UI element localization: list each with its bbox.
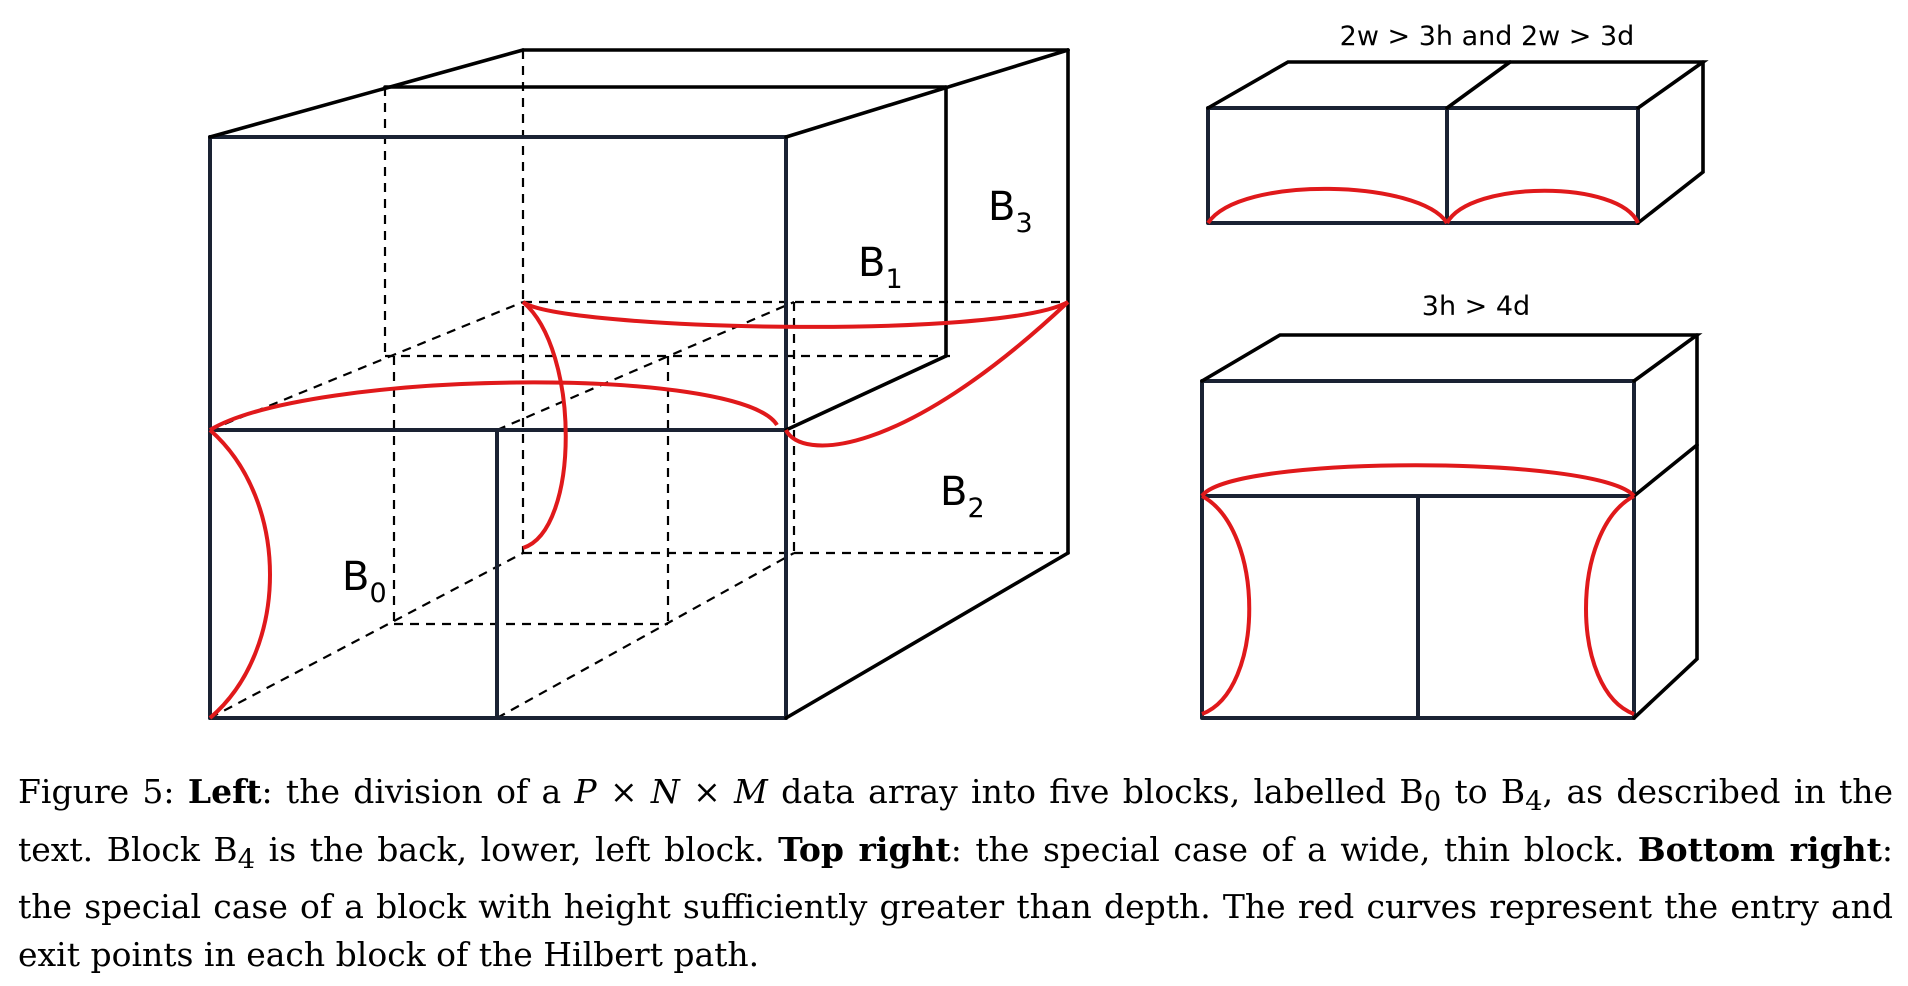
caption-left-text-5: is the back, lower, left block. <box>255 829 779 869</box>
label-b3: B3 <box>988 184 1033 239</box>
curve-b0-top <box>208 380 779 432</box>
caption-figure-label: Figure 5: <box>18 772 175 811</box>
curve-tall-left <box>1201 494 1252 716</box>
wide-thin-block: 2w > 3h and 2w > 3d <box>1206 21 1709 225</box>
caption-var-n: N <box>650 772 680 811</box>
caption-left-text-4: , as described in the text. Block B <box>18 772 1894 869</box>
solid-edges <box>208 48 1070 720</box>
caption-times-1: × <box>596 772 651 811</box>
caption-sub-0: 0 <box>1423 785 1442 818</box>
curve-tall-right <box>1584 494 1635 716</box>
curve-b1-top <box>521 300 1069 329</box>
caption-var-m: M <box>734 772 768 811</box>
figure-diagram: B0 B1 B2 B3 2w > 3h and 2w > 3d 3h > 4d <box>208 21 1709 720</box>
curve-wide-right <box>1445 188 1640 225</box>
caption-var-p: P <box>574 772 597 811</box>
tall-block: 3h > 4d <box>1200 291 1703 720</box>
caption-left-text-2: data array into five blocks, labelled B <box>767 772 1424 811</box>
condition-wide-thin: 2w > 3h and 2w > 3d <box>1340 21 1635 52</box>
label-b1: B1 <box>858 240 903 295</box>
curve-b4-vertical <box>521 300 568 550</box>
caption-sub-4b: 4 <box>237 843 256 876</box>
main-cube: B0 B1 B2 B3 <box>208 48 1070 720</box>
caption-top-right-label: Top right <box>778 829 951 869</box>
caption-sub-4: 4 <box>1525 785 1543 818</box>
condition-tall: 3h > 4d <box>1422 291 1530 322</box>
curve-wide-left <box>1206 186 1449 225</box>
caption-top-right-text: : the special case of a wide, thin block… <box>950 829 1638 869</box>
hidden-edges <box>209 50 1068 719</box>
label-b2: B2 <box>940 469 985 524</box>
caption-bottom-right-label: Bottom right <box>1637 829 1882 869</box>
curve-b0-vertical <box>208 428 272 720</box>
caption-left-text-3: to B <box>1441 772 1526 811</box>
label-b0: B0 <box>342 554 387 609</box>
hilbert-curves-main <box>208 300 1070 720</box>
curve-tall-top <box>1200 463 1636 498</box>
caption-left-label: Left <box>187 772 262 811</box>
figure-caption: Figure 5: Left: the division of a P × N … <box>18 768 1893 979</box>
caption-times-2: × <box>679 772 735 811</box>
caption-left-text-1: : the division of a <box>261 772 575 811</box>
caption-bottom-right-text: : the special case of a block with heigh… <box>18 829 1893 975</box>
curve-b2-top <box>784 300 1070 448</box>
